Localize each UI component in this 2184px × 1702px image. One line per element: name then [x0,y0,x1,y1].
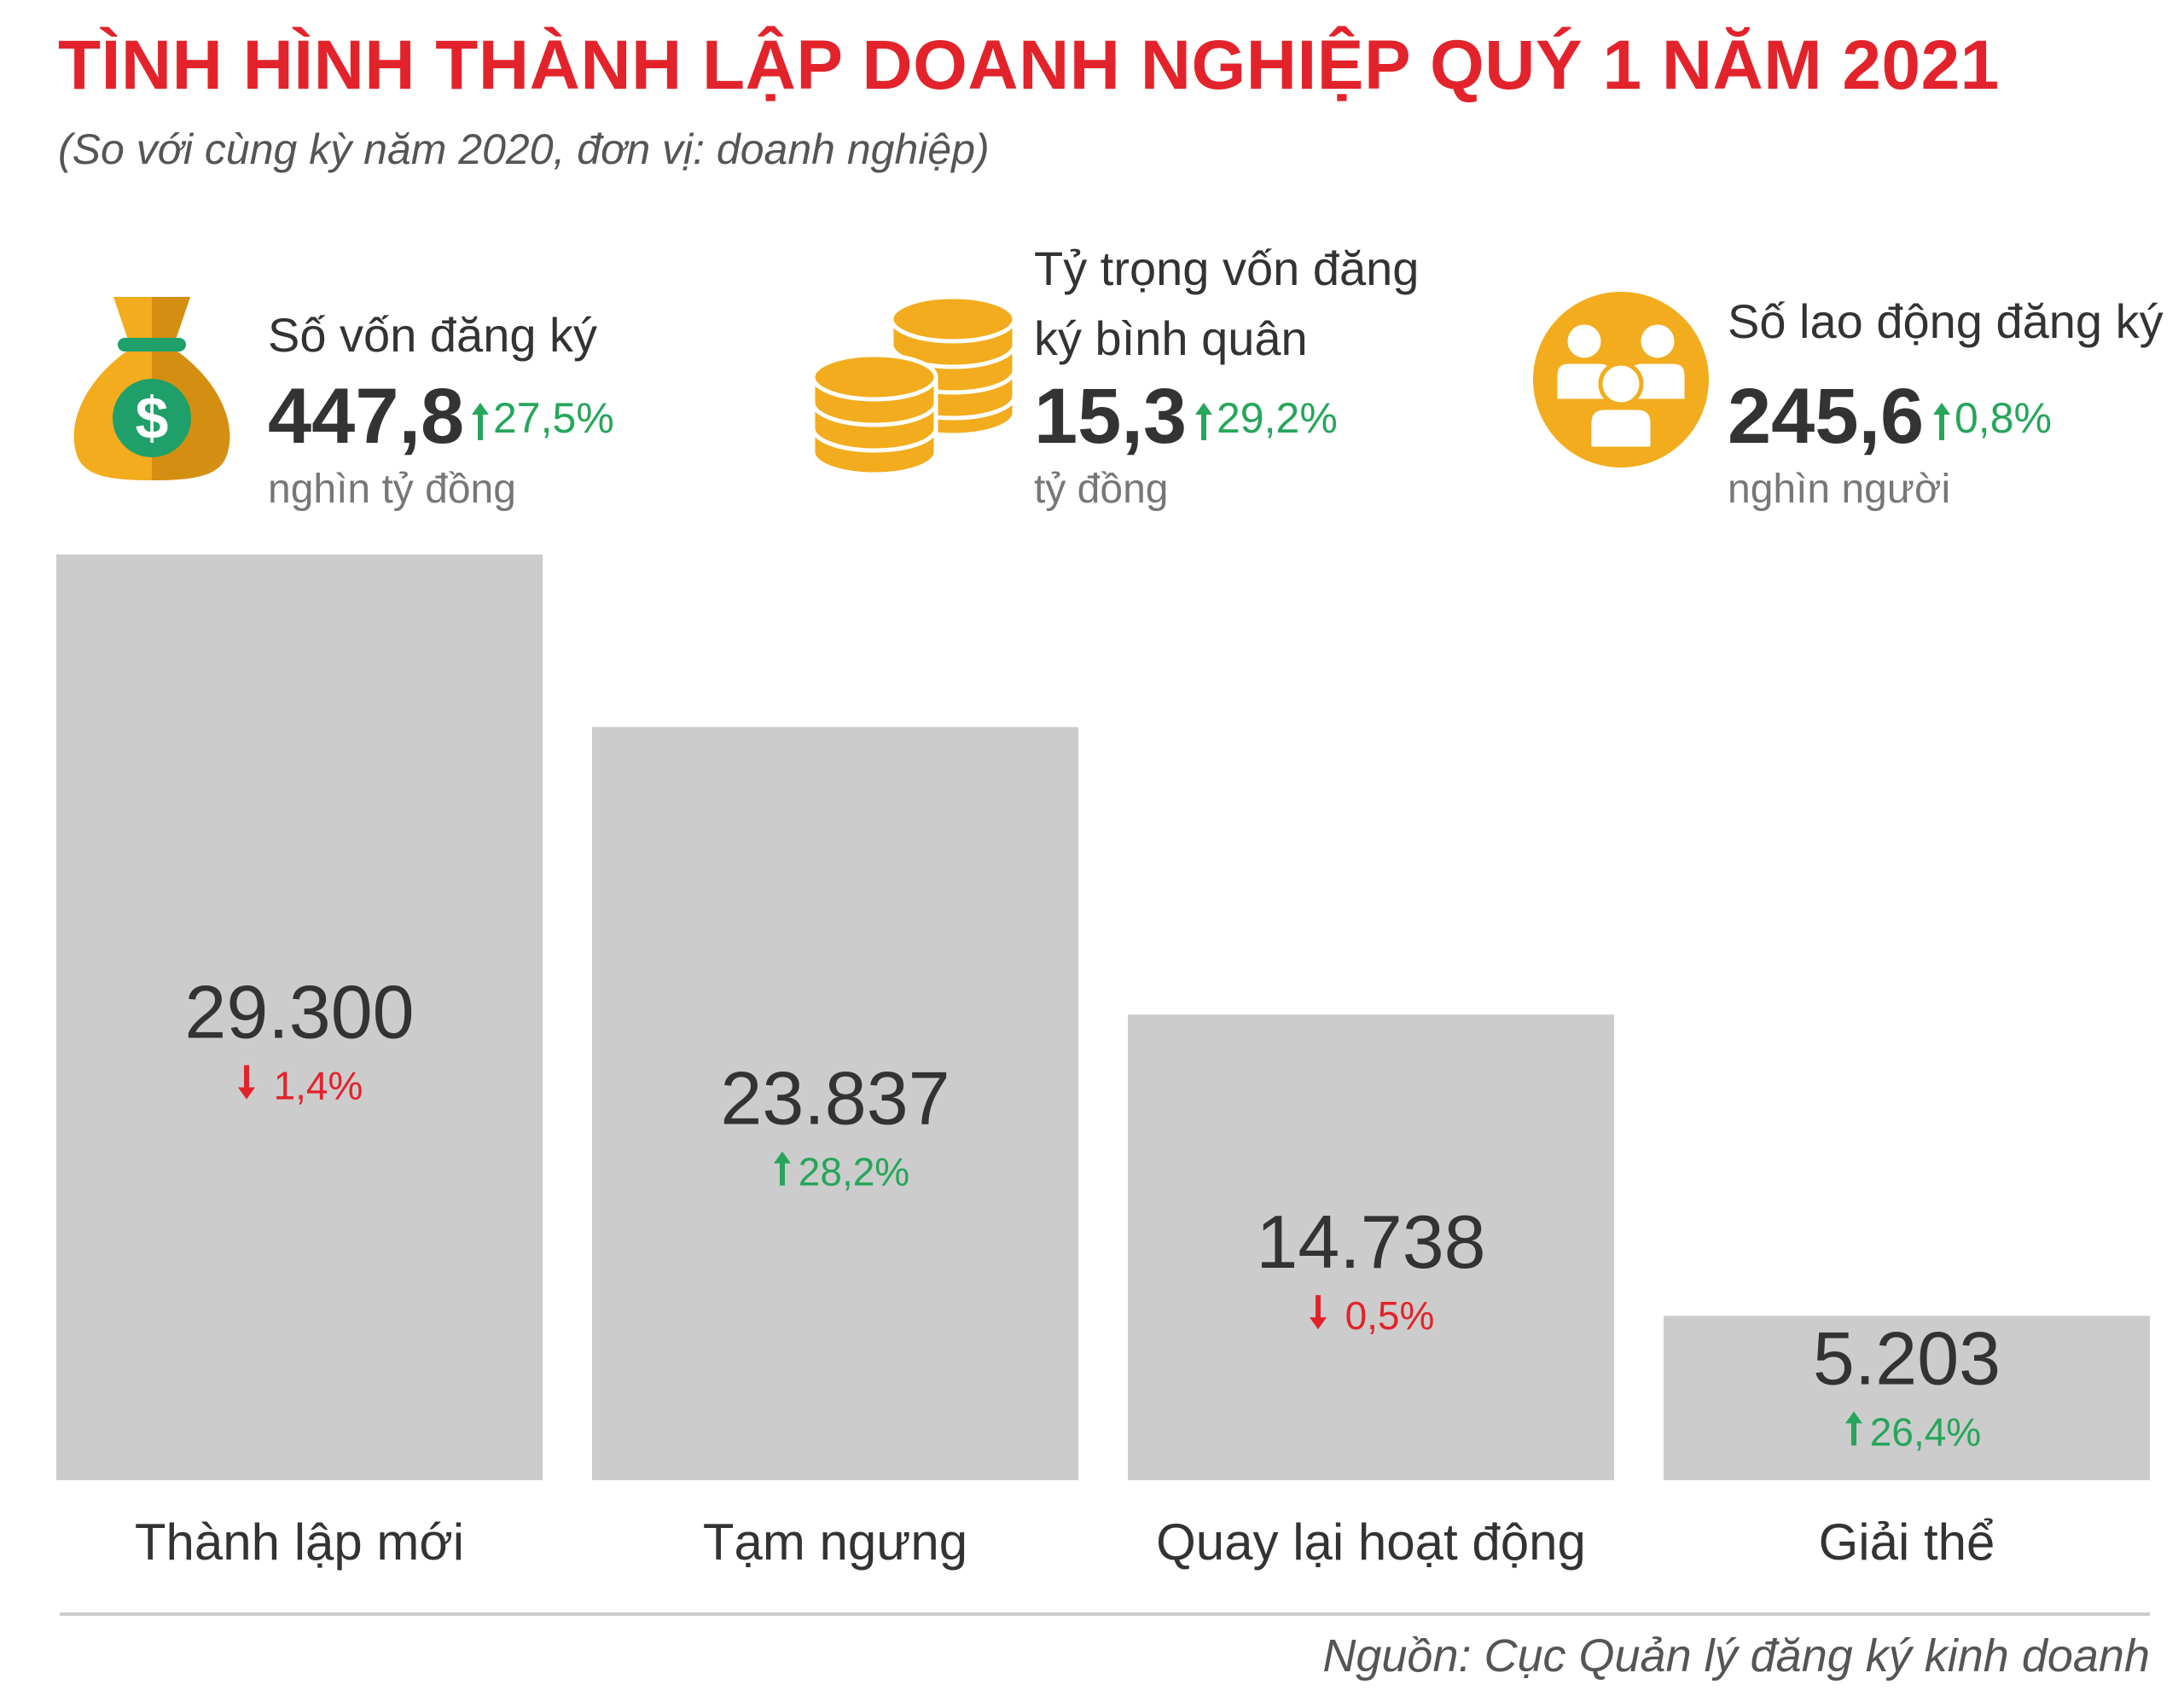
arrow-up-icon [1195,402,1212,440]
bar-value-label: 5.203 [1813,1316,2001,1400]
page-title: TÌNH HÌNH THÀNH LẬP DOANH NGHIỆP QUÝ 1 N… [58,26,2000,104]
bar [592,727,1078,1480]
svg-text:$: $ [136,385,169,451]
category-label: Thành lập mới [135,1513,464,1571]
arrow-down-icon [1310,1295,1327,1330]
stat-unit: nghìn tỷ đồng [268,467,516,512]
arrow-up-icon [1845,1411,1862,1446]
category-label: Tạm ngưng [703,1513,967,1571]
stat-label: Số lao động đăng ký [1728,294,2164,348]
people-icon [1531,290,1711,473]
stat-unit: tỷ đồng [1034,467,1169,512]
stat-change: 27,5% [471,375,614,461]
bar [1664,1316,2150,1480]
category-label: Quay lại hoạt động [1156,1513,1586,1571]
stat-value: 245,6 [1728,373,1925,460]
coins-icon [810,285,1017,485]
bar [56,555,543,1480]
money-bag-icon: $ [67,288,237,489]
stat-unit: nghìn người [1728,467,1951,512]
stat-label: Tỷ trọng vốn đăng ký bình quân [1034,241,1420,365]
stat-value: 15,3 [1034,373,1188,460]
bar-value-label: 29.300 [184,970,414,1054]
stat-label: Số vốn đăng ký [268,308,598,362]
category-label: Giải thể [1819,1513,1995,1571]
bar-value-label: 14.738 [1256,1200,1485,1284]
bar-change-label: 0,5% [1345,1293,1435,1338]
bar-change-label: 28,2% [799,1150,909,1194]
bar-value-label: 23.837 [720,1056,950,1141]
divider [60,1612,2150,1616]
stat-change: 29,2% [1194,375,1338,461]
arrow-down-icon [238,1065,255,1100]
arrow-up-icon [472,402,489,440]
arrow-up-icon [1933,402,1950,440]
bar-change-label: 1,4% [274,1064,363,1108]
bar-chart: 29.300 1,4% Thành lập mới 23.837 28,2% Tạm ng… [56,555,2150,1571]
arrow-up-icon [774,1151,791,1186]
source-note: Nguồn: Cục Quản lý đăng ký kinh doanh [1322,1630,2150,1682]
bar [1128,1014,1614,1480]
stat-value: 447,8 [268,373,465,460]
stat-change: 0,8% [1932,375,2052,461]
subtitle: (So với cùng kỳ năm 2020, đơn vị: doanh … [58,125,990,173]
bar-change-label: 26,4% [1870,1409,1981,1454]
